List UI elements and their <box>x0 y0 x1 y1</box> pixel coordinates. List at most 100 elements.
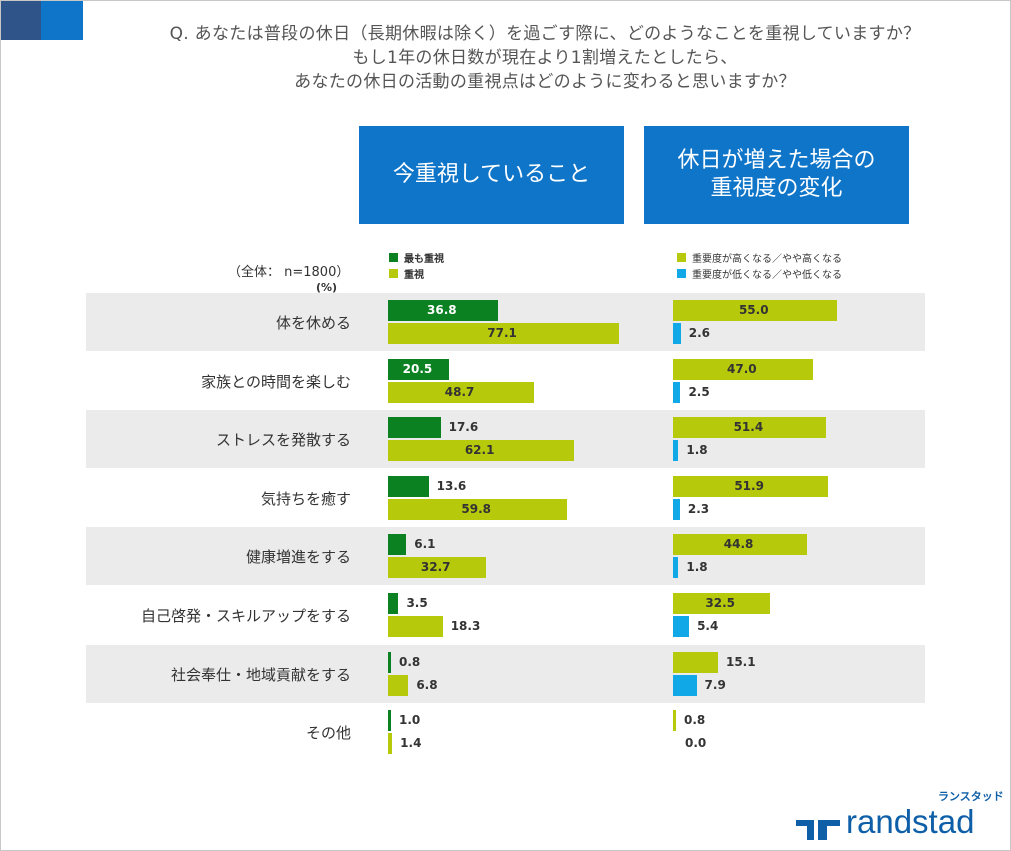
value-label-lower: 2.3 <box>687 501 710 516</box>
bar-importance-lower <box>673 440 679 462</box>
bar-important <box>388 498 567 520</box>
bar-importance-higher <box>673 300 837 321</box>
legend-swatch <box>389 269 398 278</box>
value-label-lower: 5.4 <box>697 619 719 633</box>
legend-label: 重視 <box>404 270 424 281</box>
bar-important <box>388 323 619 344</box>
value-label-important: 59.8 <box>461 501 491 516</box>
category-label: その他 <box>305 724 351 743</box>
value-label-higher: 51.4 <box>733 420 764 435</box>
corner-accent-blue <box>41 1 83 40</box>
logo-wordmark: randstad <box>846 803 975 840</box>
bar-most-important <box>388 417 441 439</box>
value-label-important: 48.7 <box>444 384 475 399</box>
legend-item-important: 重視 <box>389 266 424 281</box>
category-label: 社会奉仕・地域貢献をする <box>170 665 351 684</box>
bar-most-important <box>388 358 450 380</box>
value-label-most-important: 13.6 <box>436 478 467 493</box>
header-priority-change-line-1: 休日が増えた場合の <box>677 148 876 173</box>
bar-important <box>388 440 574 462</box>
value-label-important: 77.1 <box>487 326 517 340</box>
question-line-1: Q. あなたは普段の休日（長期休暇は除く）を過ごす際に、どのようなことを重視して… <box>169 24 921 44</box>
value-label-important: 62.1 <box>464 443 495 458</box>
value-label-most-important: 1.0 <box>399 713 421 728</box>
header-priority-change: 休日が増えた場合の 重視度の変化 <box>644 126 909 224</box>
bar-most-important <box>388 300 499 321</box>
category-label: 気持ちを癒す <box>260 489 351 508</box>
bar-most-important <box>388 710 391 732</box>
category-label: 家族との時間を楽しむ <box>201 372 351 391</box>
category-label: 健康増進をする <box>245 548 351 567</box>
legend-label: 重要度が低くなる／やや低くなる <box>692 270 842 281</box>
value-label-most-important: 6.1 <box>414 537 436 552</box>
category-label: ストレスを発散する <box>215 431 351 450</box>
value-label-lower: 2.6 <box>688 326 710 340</box>
legend-label: 重要度が高くなる／やや高くなる <box>692 254 842 265</box>
bar-importance-higher <box>673 534 807 556</box>
randstad-logo-mark <box>796 820 840 840</box>
value-label-lower: 7.9 <box>704 677 726 692</box>
value-label-higher: 47.0 <box>727 361 757 376</box>
value-label-most-important: 20.5 <box>402 361 433 376</box>
bar-important <box>388 557 486 579</box>
value-label-most-important: 0.8 <box>399 654 421 669</box>
bar-most-important <box>388 534 407 556</box>
bar-importance-lower <box>673 557 679 579</box>
bar-importance-higher <box>673 475 828 497</box>
bar-importance-lower <box>673 616 690 637</box>
value-label-most-important: 17.6 <box>448 420 479 435</box>
logo-japanese-text: ランスタッド <box>938 790 1004 803</box>
bar-importance-lower <box>673 323 681 344</box>
value-label-important: 32.7 <box>420 560 451 575</box>
base-label: （全体： n=1800） <box>228 265 350 280</box>
corner-accent-dark <box>1 1 41 40</box>
value-label-important: 1.4 <box>400 736 422 751</box>
value-label-important: 18.3 <box>450 619 481 633</box>
value-label-most-important: 3.5 <box>406 596 428 610</box>
legend-swatch <box>677 253 686 262</box>
question-line-3: あなたの休日の活動の重視点はどのように変わると思いますか？ <box>294 72 796 92</box>
value-label-lower: 1.8 <box>686 560 708 575</box>
category-label: 自己啓発・スキルアップをする <box>140 607 351 625</box>
value-label-higher: 55.0 <box>738 303 769 317</box>
value-label-most-important: 36.8 <box>427 303 457 317</box>
bar-importance-lower <box>673 674 697 696</box>
bar-most-important <box>388 475 429 497</box>
bar-importance-higher <box>673 710 676 732</box>
value-label-lower: 2.5 <box>688 384 710 399</box>
value-label-important: 6.8 <box>416 677 438 692</box>
value-label-higher: 32.5 <box>705 596 736 610</box>
value-label-higher: 0.8 <box>684 713 706 728</box>
bar-importance-higher <box>673 593 770 614</box>
category-label: 体を休める <box>275 314 351 332</box>
legend-swatch <box>389 253 398 262</box>
header-current-priority-label: 今重視していること <box>392 162 591 187</box>
bar-important <box>388 381 534 403</box>
value-label-higher: 44.8 <box>723 537 754 552</box>
unit-label: (%) <box>316 281 338 294</box>
bar-important <box>388 733 393 755</box>
bar-importance-lower <box>673 498 680 520</box>
row-background <box>86 644 925 703</box>
question-text: Q. あなたは普段の休日（長期休暇は除く）を過ごす際に、どのようなことを重視して… <box>120 22 970 94</box>
bar-important <box>388 674 409 696</box>
legend-item-higher: 重要度が高くなる／やや高くなる <box>677 250 842 265</box>
header-current-priority: 今重視していること <box>359 126 624 224</box>
bar-most-important <box>388 651 391 673</box>
bar-most-important <box>388 593 399 614</box>
legend-label: 最も重視 <box>404 254 444 265</box>
bar-importance-higher <box>673 417 827 439</box>
legend-item-lower: 重要度が低くなる／やや低くなる <box>677 266 842 281</box>
value-label-higher: 15.1 <box>725 654 756 669</box>
bar-importance-higher <box>673 651 718 673</box>
bar-importance-higher <box>673 358 814 380</box>
legend-item-most-important: 最も重視 <box>389 250 444 265</box>
value-label-higher: 51.9 <box>734 478 764 493</box>
bar-important <box>388 616 443 637</box>
value-label-lower: 1.8 <box>686 443 708 458</box>
bar-importance-lower <box>673 381 681 403</box>
question-line-2: もし1年の休日数が現在より1割増えたとしたら、 <box>352 48 738 68</box>
header-priority-change-line-2: 重視度の変化 <box>710 176 843 201</box>
value-label-lower: 0.0 <box>685 736 707 751</box>
legend-swatch <box>677 269 686 278</box>
